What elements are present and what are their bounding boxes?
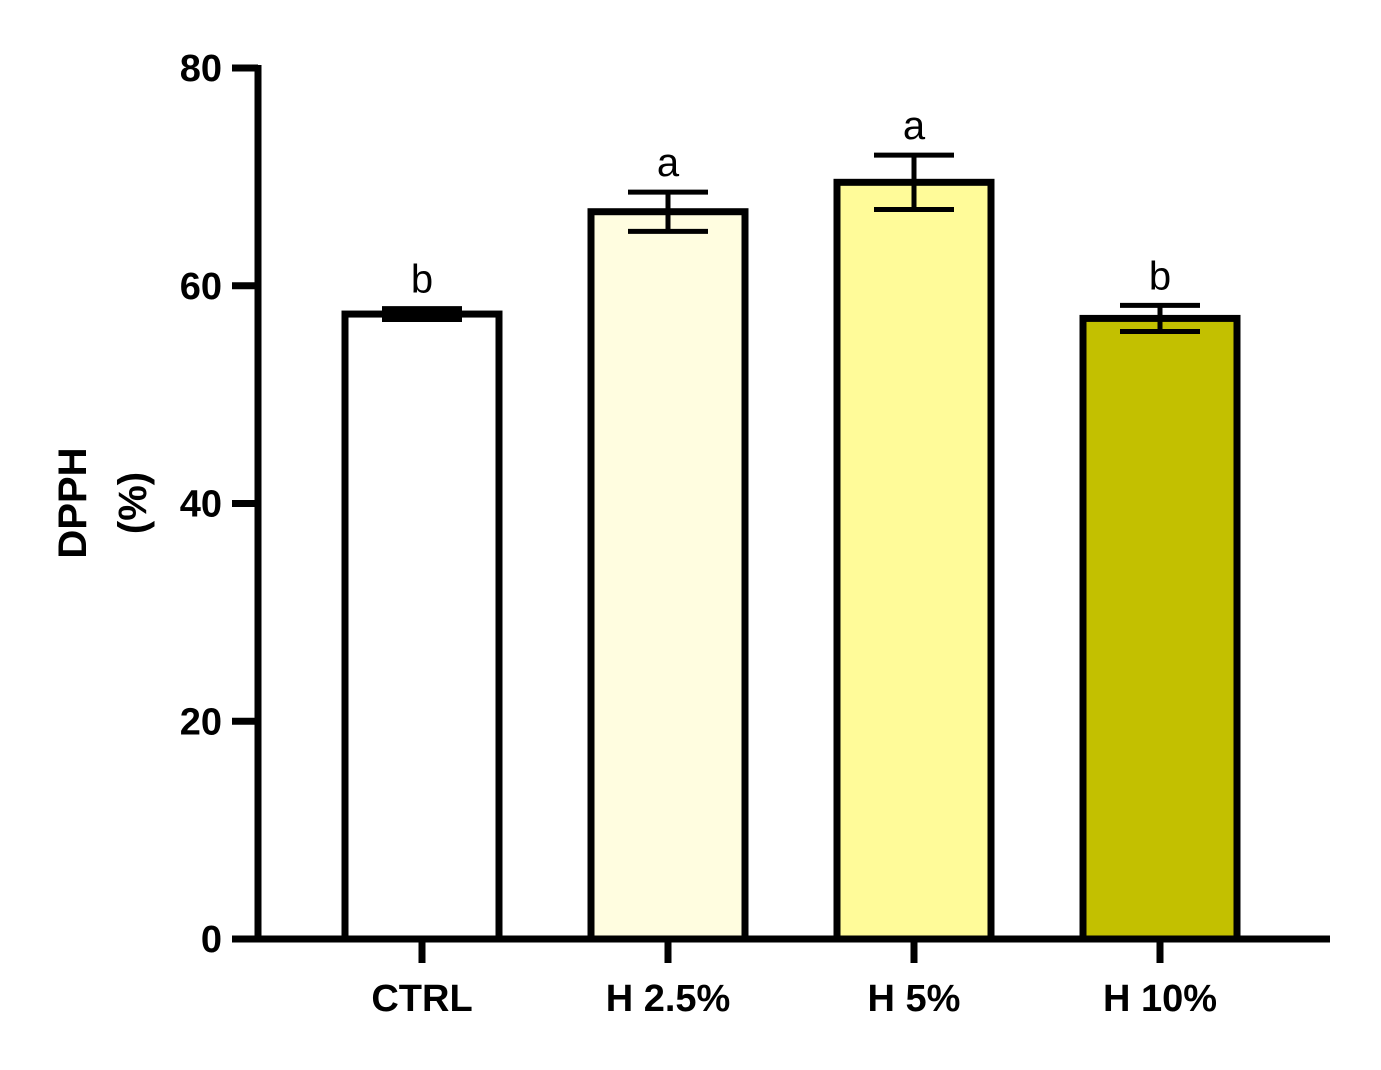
x-tick-label-4: H 10%	[1103, 978, 1217, 1020]
significance-label-3: a	[903, 104, 926, 148]
bar-3	[833, 178, 995, 943]
y-tick-label-4: 60	[180, 266, 222, 308]
bar-2	[587, 208, 749, 943]
y-tick-label-3: 40	[180, 484, 222, 526]
significance-label-1: b	[411, 258, 433, 302]
x-tick-label-1: CTRL	[371, 978, 472, 1020]
significance-label-4: b	[1149, 254, 1171, 298]
y-axis-title-line-1: DPPH	[51, 447, 95, 558]
y-tick-label-5: 80	[180, 48, 222, 90]
significance-label-2: a	[657, 141, 680, 185]
bar-1	[341, 310, 503, 943]
x-tick-label-3: H 5%	[868, 978, 961, 1020]
y-tick-label-1: 0	[201, 919, 222, 961]
y-axis-title-line-2: (%)	[111, 472, 155, 534]
plot-area: b CTRL a H 2.5% a H 5% b H 10% 0 20 40 60 80	[180, 48, 1330, 1020]
y-tick-label-2: 20	[180, 701, 222, 743]
bar-4	[1079, 314, 1241, 943]
x-tick-label-2: H 2.5%	[606, 978, 731, 1020]
